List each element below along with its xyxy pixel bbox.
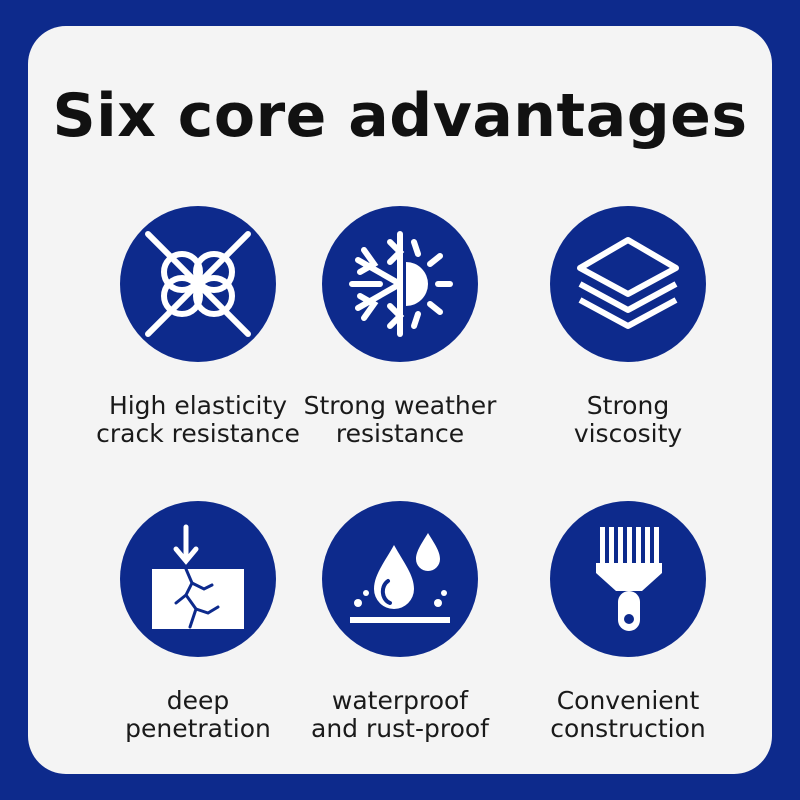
advantage-construction: Convenient construction	[513, 501, 743, 743]
water-drops-icon	[350, 533, 450, 623]
layers-icon	[577, 237, 679, 329]
paint-brush-icon	[596, 527, 662, 631]
label-line: construction	[550, 714, 706, 743]
penetration-icon	[152, 524, 244, 629]
label-line: crack resistance	[96, 419, 300, 448]
icon-circle	[550, 206, 706, 362]
knot-icon	[145, 231, 251, 337]
label-line: deep	[166, 686, 230, 715]
icon-circle	[322, 206, 478, 362]
advantage-weather: Strong weather resistance	[285, 206, 515, 448]
advantage-label: Convenient construction	[513, 687, 743, 743]
advantage-penetration: deep penetration	[83, 501, 313, 743]
advantages-card: Six core advantages High elasticity crac…	[28, 26, 772, 774]
advantage-waterproof: waterproof and rust-proof	[285, 501, 515, 743]
advantage-label: Strong viscosity	[513, 392, 743, 448]
page-title: Six core advantages	[52, 81, 748, 151]
icon-circle	[120, 206, 276, 362]
advantage-label: waterproof and rust-proof	[285, 687, 515, 743]
icon-circle	[550, 501, 706, 657]
label-line: and rust-proof	[311, 714, 489, 743]
label-line: penetration	[125, 714, 271, 743]
icon-circle	[322, 501, 478, 657]
advantage-label: deep penetration	[83, 687, 313, 743]
label-line: resistance	[335, 419, 465, 448]
snowflake-sun-icon	[349, 231, 453, 337]
label-line: Strong	[586, 391, 670, 420]
label-line: viscosity	[573, 419, 683, 448]
label-line: High elasticity	[108, 391, 288, 420]
advantage-elasticity: High elasticity crack resistance	[83, 206, 313, 448]
label-line: Convenient	[556, 686, 700, 715]
label-line: Strong weather	[303, 391, 497, 420]
icon-circle	[120, 501, 276, 657]
advantage-viscosity: Strong viscosity	[513, 206, 743, 448]
advantage-label: Strong weather resistance	[285, 392, 515, 448]
label-line: waterproof	[331, 686, 469, 715]
advantage-label: High elasticity crack resistance	[83, 392, 313, 448]
